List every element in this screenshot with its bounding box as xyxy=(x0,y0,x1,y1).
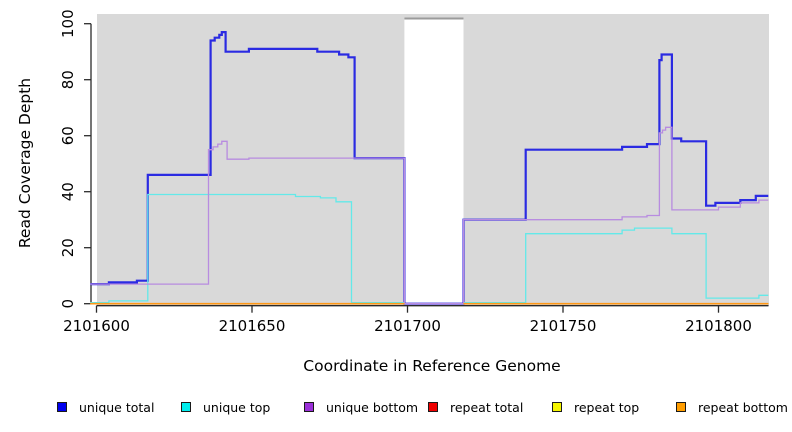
y-tick-label: 20 xyxy=(59,238,77,257)
y-axis-label: Read Coverage Depth xyxy=(16,78,34,248)
legend-item-repeat-total: repeat total xyxy=(428,398,523,416)
x-tick-label: 2101650 xyxy=(219,317,286,335)
legend-swatch-repeat-bottom xyxy=(676,402,686,412)
axis-layer: 0 20 40 60 80 100 2101600 2101650 2101700 2101750… xyxy=(59,9,769,335)
legend-swatch-unique-total xyxy=(57,402,67,412)
y-tick-label: 80 xyxy=(59,70,77,89)
y-tick-label: 100 xyxy=(59,9,77,38)
x-tick-label: 2101800 xyxy=(685,317,752,335)
legend-item-unique-total: unique total xyxy=(57,398,154,416)
legend-item-repeat-top: repeat top xyxy=(552,398,639,416)
legend-item-unique-top: unique top xyxy=(181,398,270,416)
legend-item-unique-bottom: unique bottom xyxy=(304,398,418,416)
legend-swatch-unique-bottom xyxy=(304,402,314,412)
x-tick-label: 2101700 xyxy=(374,317,441,335)
y-tick-label: 60 xyxy=(59,126,77,145)
legend-label: unique total xyxy=(79,399,155,415)
y-tick-label: 0 xyxy=(59,299,77,309)
legend-swatch-repeat-top xyxy=(552,402,562,412)
series-unique-top xyxy=(90,193,405,304)
legend-label: repeat top xyxy=(574,399,640,415)
legend-label: unique top xyxy=(203,399,271,415)
x-tick-label: 2101600 xyxy=(63,317,130,335)
legend-swatch-repeat-total xyxy=(428,402,438,412)
x-tick-label: 2101750 xyxy=(530,317,597,335)
series-layer xyxy=(90,30,769,305)
legend-item-repeat-bottom: repeat bottom xyxy=(676,398,788,416)
legend-label: unique bottom xyxy=(326,399,419,415)
legend-label: repeat total xyxy=(450,399,524,415)
series-unique-top xyxy=(463,227,769,304)
legend: unique total unique top unique bottom repea… xyxy=(0,398,792,420)
legend-swatch-unique-top xyxy=(181,402,191,412)
series-unique-bottom xyxy=(90,126,769,305)
legend-label: repeat bottom xyxy=(698,399,788,415)
y-tick-label: 40 xyxy=(59,182,77,201)
x-axis-label: Coordinate in Reference Genome xyxy=(303,357,560,375)
plot-background-layer xyxy=(97,14,769,306)
masked-region xyxy=(404,17,464,306)
